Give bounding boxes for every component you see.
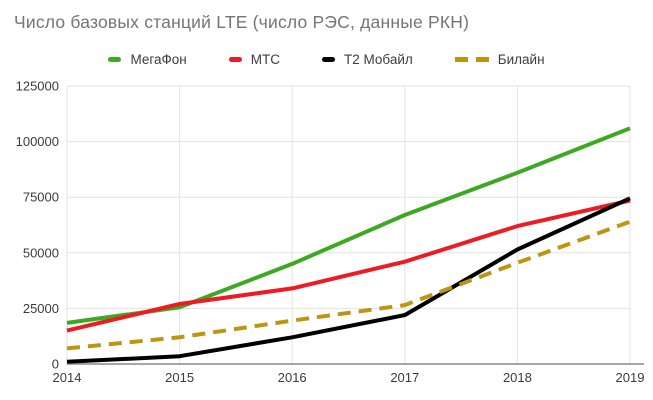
legend-swatch-megafon xyxy=(108,57,122,62)
x-tick-label-2018: 2018 xyxy=(503,370,532,385)
legend-item-t2-mobile: Т2 Мобайл xyxy=(321,52,413,67)
legend-item-mts: МТС xyxy=(228,52,280,67)
legend-swatch-beeline xyxy=(454,57,489,62)
x-tick-label-2017: 2017 xyxy=(390,370,419,385)
y-tick-label-75000: 75000 xyxy=(23,190,59,205)
x-tick-label-2016: 2016 xyxy=(278,370,307,385)
legend-label-megafon: МегаФон xyxy=(130,52,187,67)
series-line-beeline xyxy=(66,219,631,351)
x-tick-label-2014: 2014 xyxy=(53,370,82,385)
legend-label-t2-mobile: Т2 Мобайл xyxy=(343,52,413,67)
y-tick-label-100000: 100000 xyxy=(16,134,59,149)
series-line-mts xyxy=(66,198,631,333)
y-tick-label-0: 0 xyxy=(52,357,59,372)
y-tick-label-50000: 50000 xyxy=(23,245,59,260)
legend-swatch-t2-mobile xyxy=(321,57,335,62)
series-line-megafon xyxy=(66,126,631,325)
legend-swatch-mts xyxy=(228,57,242,62)
x-tick-label-2015: 2015 xyxy=(165,370,194,385)
legend-item-megafon: МегаФон xyxy=(108,52,187,67)
legend-label-mts: МТС xyxy=(250,52,280,67)
x-tick-label-2019: 2019 xyxy=(616,370,645,385)
legend-label-beeline: Билайн xyxy=(497,52,545,67)
chart-title: Число базовых станций LTE (число РЭС, да… xyxy=(14,12,470,32)
legend-item-beeline: Билайн xyxy=(454,52,545,67)
series-line-t2 xyxy=(66,196,631,364)
legend: МегаФон МТС Т2 Мобайл Билайн xyxy=(0,52,653,67)
y-tick-label-125000: 125000 xyxy=(16,79,59,94)
y-tick-label-25000: 25000 xyxy=(23,301,59,316)
